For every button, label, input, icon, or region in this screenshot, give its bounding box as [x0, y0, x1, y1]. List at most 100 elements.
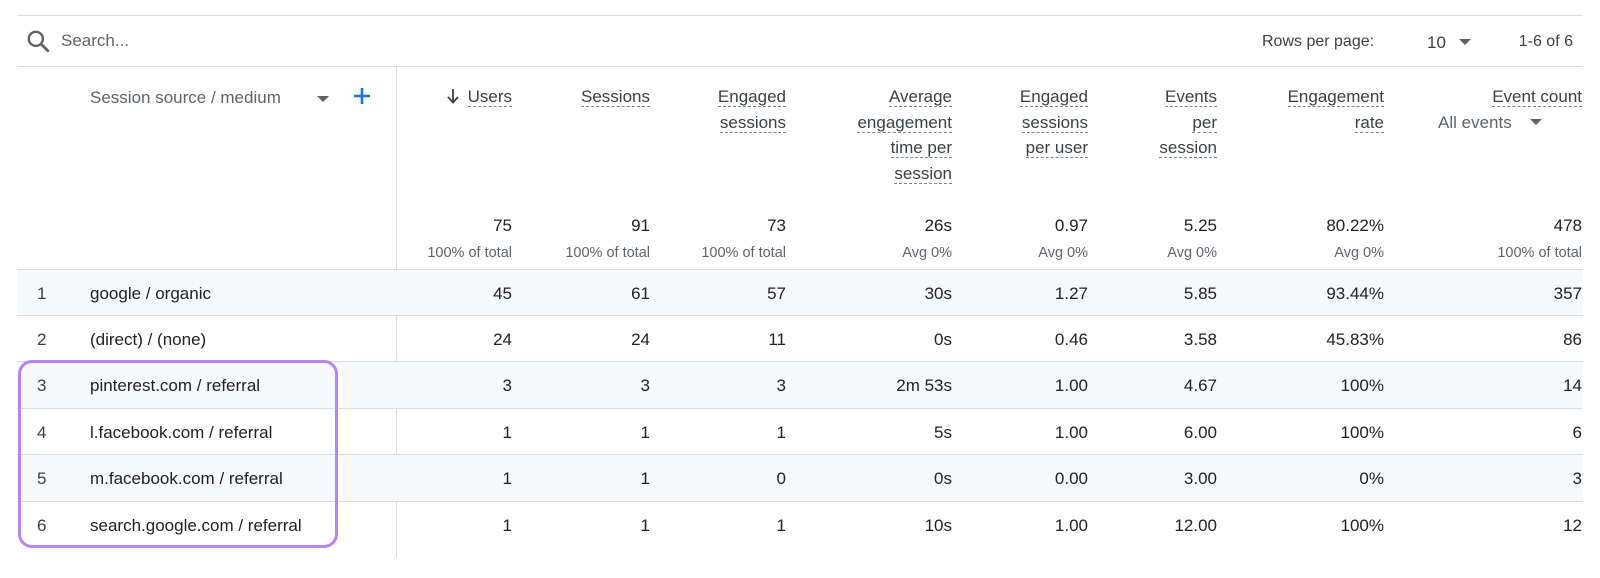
column-header-line: session	[1097, 135, 1217, 161]
table-row[interactable]: 4 l.facebook.com / referral 1 1 1 5s 1.00 6.00 1…	[17, 408, 1583, 455]
row-metric-value: 0.00	[1054, 469, 1088, 488]
column-header-1[interactable]: Users	[382, 84, 512, 110]
row-metric-value: 30s	[924, 284, 952, 303]
column-header-8[interactable]: Event count	[1412, 84, 1582, 110]
column-header-text: Engaged	[717, 87, 786, 107]
row-metric-value: 100%	[1340, 376, 1384, 395]
total-value: 75	[493, 216, 512, 235]
top-divider	[17, 15, 1583, 16]
event-selector[interactable]: All events	[1438, 113, 1542, 133]
plus-icon[interactable]	[348, 82, 376, 110]
column-header-line: Engaged	[656, 84, 786, 110]
column-header-line: Average	[792, 84, 952, 110]
row-metric-value: 3.00	[1183, 469, 1217, 488]
column-header-line: rate	[1224, 110, 1384, 136]
table-row[interactable]: 2 (direct) / (none) 24 24 11 0s 0.46 3.58 45.83%…	[17, 315, 1583, 362]
rows-per-page-value: 10	[1427, 33, 1446, 52]
total-subtext: Avg 0%	[1038, 245, 1088, 261]
column-header-text: Engaged	[1019, 87, 1088, 107]
event-selector-value: All events	[1438, 113, 1512, 132]
column-header-line: per	[1097, 110, 1217, 136]
total-subtext: 100% of total	[565, 245, 650, 261]
table-toolbar: Rows per page: 10 1-6 of 6	[17, 16, 1583, 67]
row-metric-value: 1.00	[1054, 516, 1088, 535]
total-value: 0.97	[1054, 216, 1088, 235]
search-input[interactable]	[61, 28, 381, 54]
row-metric-value: 24	[631, 330, 650, 349]
table-row[interactable]: 5 m.facebook.com / referral 1 1 0 0s 0.00 3.00 0…	[17, 454, 1583, 501]
column-header-5[interactable]: Engaged sessions per user	[958, 84, 1088, 161]
column-header-line: session	[792, 161, 952, 187]
column-header-line: time per	[792, 135, 952, 161]
row-metric-value: 6.00	[1183, 423, 1217, 442]
column-header-text: sessions	[1021, 112, 1088, 133]
column-header-3[interactable]: Engaged sessions	[656, 84, 786, 135]
dimension-selector[interactable]: Session source / medium	[90, 88, 281, 107]
row-metric-value: 1.27	[1054, 284, 1088, 303]
row-dimension: pinterest.com / referral	[90, 376, 261, 395]
row-metric-value: 12.00	[1174, 516, 1217, 535]
row-rank: 6	[37, 516, 47, 535]
caret-down-icon	[1459, 39, 1471, 45]
row-metric-value: 3	[640, 376, 650, 395]
column-header-line: Events	[1097, 84, 1217, 110]
row-metric-value: 1	[640, 423, 650, 442]
row-metric-value: 1	[502, 516, 512, 535]
row-dimension: search.google.com / referral	[90, 516, 302, 535]
row-metric-value: 4.67	[1183, 376, 1217, 395]
column-header-6[interactable]: Events per session	[1097, 84, 1217, 161]
row-rank: 2	[37, 330, 47, 349]
table-row[interactable]: 6 search.google.com / referral 1 1 1 10s 1.00 1…	[17, 501, 1583, 548]
row-metric-value: 0%	[1359, 469, 1384, 488]
row-rank: 3	[37, 376, 47, 395]
row-metric-value: 0s	[934, 330, 952, 349]
column-header-text: Event count	[1492, 87, 1582, 107]
rows-per-page-select[interactable]: 10	[1415, 28, 1489, 54]
row-metric-value: 6	[1572, 423, 1582, 442]
row-metric-value: 2m 53s	[896, 376, 952, 395]
row-metric-value: 10s	[924, 516, 952, 535]
total-value: 91	[631, 216, 650, 235]
column-header-4[interactable]: Average engagement time per session	[792, 84, 952, 186]
table-row[interactable]: 3 pinterest.com / referral 3 3 3 2m 53s 1.00 4.…	[17, 361, 1583, 408]
column-header-text: sessions	[719, 112, 786, 133]
column-header-line: sessions	[958, 110, 1088, 136]
row-dimension: google / organic	[90, 284, 211, 303]
row-metric-value: 12	[1563, 516, 1582, 535]
row-metric-value: 3	[1572, 469, 1582, 488]
total-value: 80.22%	[1326, 216, 1384, 235]
column-header-text: time per	[890, 138, 952, 158]
row-metric-value: 86	[1563, 330, 1582, 349]
column-header-text: rate	[1354, 112, 1384, 133]
row-metric-value: 11	[768, 330, 786, 349]
row-metric-value: 61	[631, 284, 650, 303]
arrow-down-icon	[446, 89, 459, 104]
search-icon	[27, 30, 50, 53]
row-metric-value: 5s	[934, 423, 952, 442]
total-value: 26s	[924, 216, 952, 235]
column-header-line: Engaged	[958, 84, 1088, 110]
row-metric-value: 93.44%	[1326, 284, 1384, 303]
row-metric-value: 1	[502, 469, 512, 488]
column-header-2[interactable]: Sessions	[520, 84, 650, 110]
total-value: 73	[767, 216, 786, 235]
row-metric-value: 357	[1553, 284, 1582, 303]
highlight-box	[18, 360, 338, 548]
row-metric-value: 0.46	[1054, 330, 1088, 349]
row-metric-value: 5.85	[1183, 284, 1217, 303]
total-subtext: 100% of total	[701, 245, 786, 261]
table-row[interactable]: 1 google / organic 45 61 57 30s 1.27 5.85 93.44%…	[17, 269, 1583, 316]
column-header-line: Event count	[1412, 84, 1582, 110]
row-metric-value: 1	[640, 516, 650, 535]
column-header-text: session	[894, 163, 952, 184]
caret-down-icon[interactable]	[317, 96, 329, 102]
row-dimension: (direct) / (none)	[90, 330, 207, 349]
row-metric-value: 100%	[1340, 423, 1384, 442]
column-header-7[interactable]: Engagement rate	[1224, 84, 1384, 135]
row-rank: 4	[37, 423, 47, 442]
row-metric-value: 0s	[934, 469, 952, 488]
row-metric-value: 45.83%	[1326, 330, 1384, 349]
total-subtext: 100% of total	[427, 245, 512, 261]
row-rank: 5	[37, 469, 47, 488]
rows-per-page-label: Rows per page:	[1262, 33, 1375, 50]
